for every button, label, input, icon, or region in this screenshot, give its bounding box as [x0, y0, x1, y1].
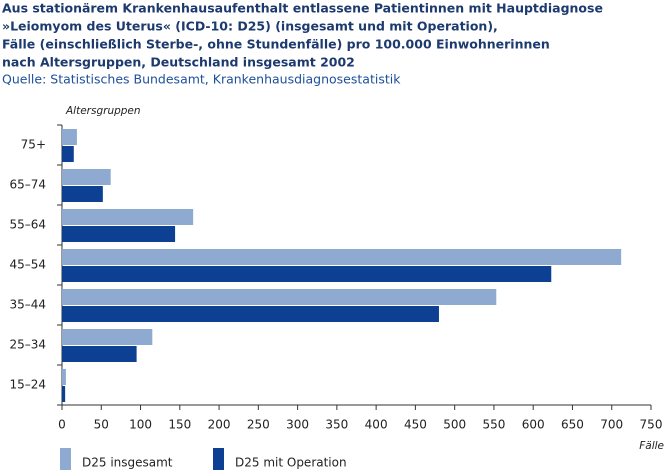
x-tick-label: 400 — [365, 418, 388, 432]
x-tick-label: 500 — [443, 418, 466, 432]
y-axis-label: Altersgruppen — [65, 105, 141, 117]
x-axis-label: Fälle — [639, 440, 664, 452]
x-tick-label: 350 — [325, 418, 348, 432]
legend-swatch — [60, 448, 71, 470]
bar — [62, 369, 66, 385]
x-tick-label: 650 — [561, 418, 584, 432]
x-tick-label: 450 — [404, 418, 427, 432]
x-tick-label: 600 — [522, 418, 545, 432]
bar — [62, 266, 552, 282]
bar — [62, 346, 137, 362]
bar — [62, 146, 74, 162]
x-tick-label: 150 — [168, 418, 191, 432]
y-tick-label: 25–34 — [9, 338, 46, 352]
y-tick-label: 45–54 — [9, 258, 46, 272]
y-tick-label: 75+ — [21, 138, 46, 152]
x-tick-label: 700 — [600, 418, 623, 432]
bar — [62, 386, 66, 402]
legend-swatch — [213, 448, 224, 470]
legend-label: D25 mit Operation — [235, 456, 347, 470]
chart-title: Fälle (einschließlich Sterbe-, ohne Stun… — [2, 37, 550, 52]
x-tick-label: 100 — [129, 418, 152, 432]
bar — [62, 129, 77, 145]
legend-label: D25 insgesamt — [82, 456, 173, 470]
y-tick-label: 15–24 — [9, 378, 46, 392]
bar — [62, 209, 194, 225]
bar — [62, 169, 111, 185]
x-tick-label: 0 — [58, 418, 66, 432]
chart-title: »Leiomyom des Uterus« (ICD-10: D25) (ins… — [2, 19, 498, 34]
chart-subtitle: Quelle: Statistisches Bundesamt, Kranken… — [2, 72, 401, 87]
x-tick-label: 750 — [640, 418, 663, 432]
x-tick-label: 550 — [482, 418, 505, 432]
bar — [62, 249, 622, 265]
bar — [62, 186, 103, 202]
y-tick-label: 35–44 — [9, 298, 46, 312]
x-tick-label: 300 — [286, 418, 309, 432]
bar — [62, 226, 176, 242]
bar — [62, 329, 153, 345]
x-tick-label: 50 — [94, 418, 109, 432]
chart-title: Aus stationärem Krankenhausaufenthalt en… — [2, 1, 603, 16]
chart-title: nach Altersgruppen, Deutschland insgesam… — [2, 55, 355, 70]
y-tick-label: 65–74 — [9, 178, 46, 192]
bar — [62, 306, 439, 322]
y-tick-label: 55–64 — [9, 218, 46, 232]
bar — [62, 289, 497, 305]
x-tick-label: 200 — [208, 418, 231, 432]
x-tick-label: 250 — [247, 418, 270, 432]
